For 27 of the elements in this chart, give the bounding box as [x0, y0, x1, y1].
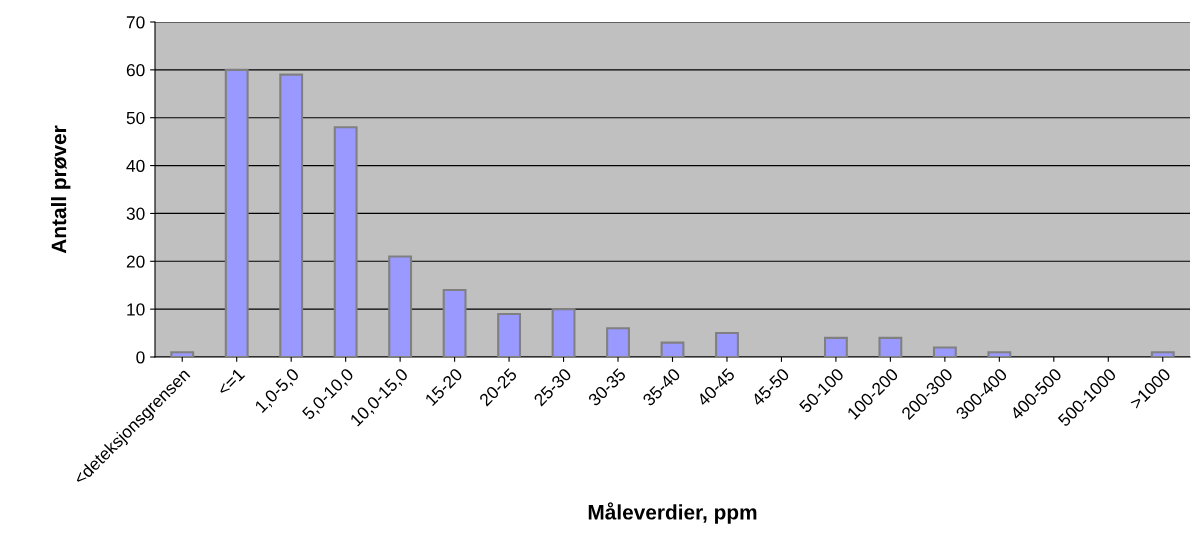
- y-tick-label: 0: [136, 351, 145, 364]
- x-axis-title: Måleverdier, ppm: [588, 502, 757, 524]
- bar: [170, 351, 195, 357]
- y-tick-label: 30: [126, 207, 145, 220]
- y-tick-label: 70: [126, 16, 145, 29]
- y-tick-label: 50: [126, 111, 145, 125]
- bar: [660, 341, 685, 357]
- y-axis-title: Antall prøver: [50, 125, 71, 254]
- bar: [279, 73, 304, 357]
- x-tick-label: <=1: [216, 367, 246, 397]
- bar: [932, 346, 957, 357]
- y-tick-label: 20: [126, 255, 145, 268]
- bar: [1150, 351, 1175, 357]
- bar: [878, 336, 903, 357]
- bar: [551, 308, 576, 357]
- bar: [497, 312, 522, 357]
- bar: [715, 332, 739, 357]
- bar: [333, 126, 358, 357]
- bar: [388, 255, 413, 357]
- bar: [224, 68, 249, 357]
- bar: [442, 288, 467, 357]
- bar: [606, 327, 630, 357]
- bar: [987, 351, 1012, 357]
- y-tick-label: 40: [126, 159, 145, 173]
- y-tick-label: 60: [126, 64, 145, 77]
- y-tick-label: 10: [127, 303, 145, 316]
- bar: [823, 336, 848, 357]
